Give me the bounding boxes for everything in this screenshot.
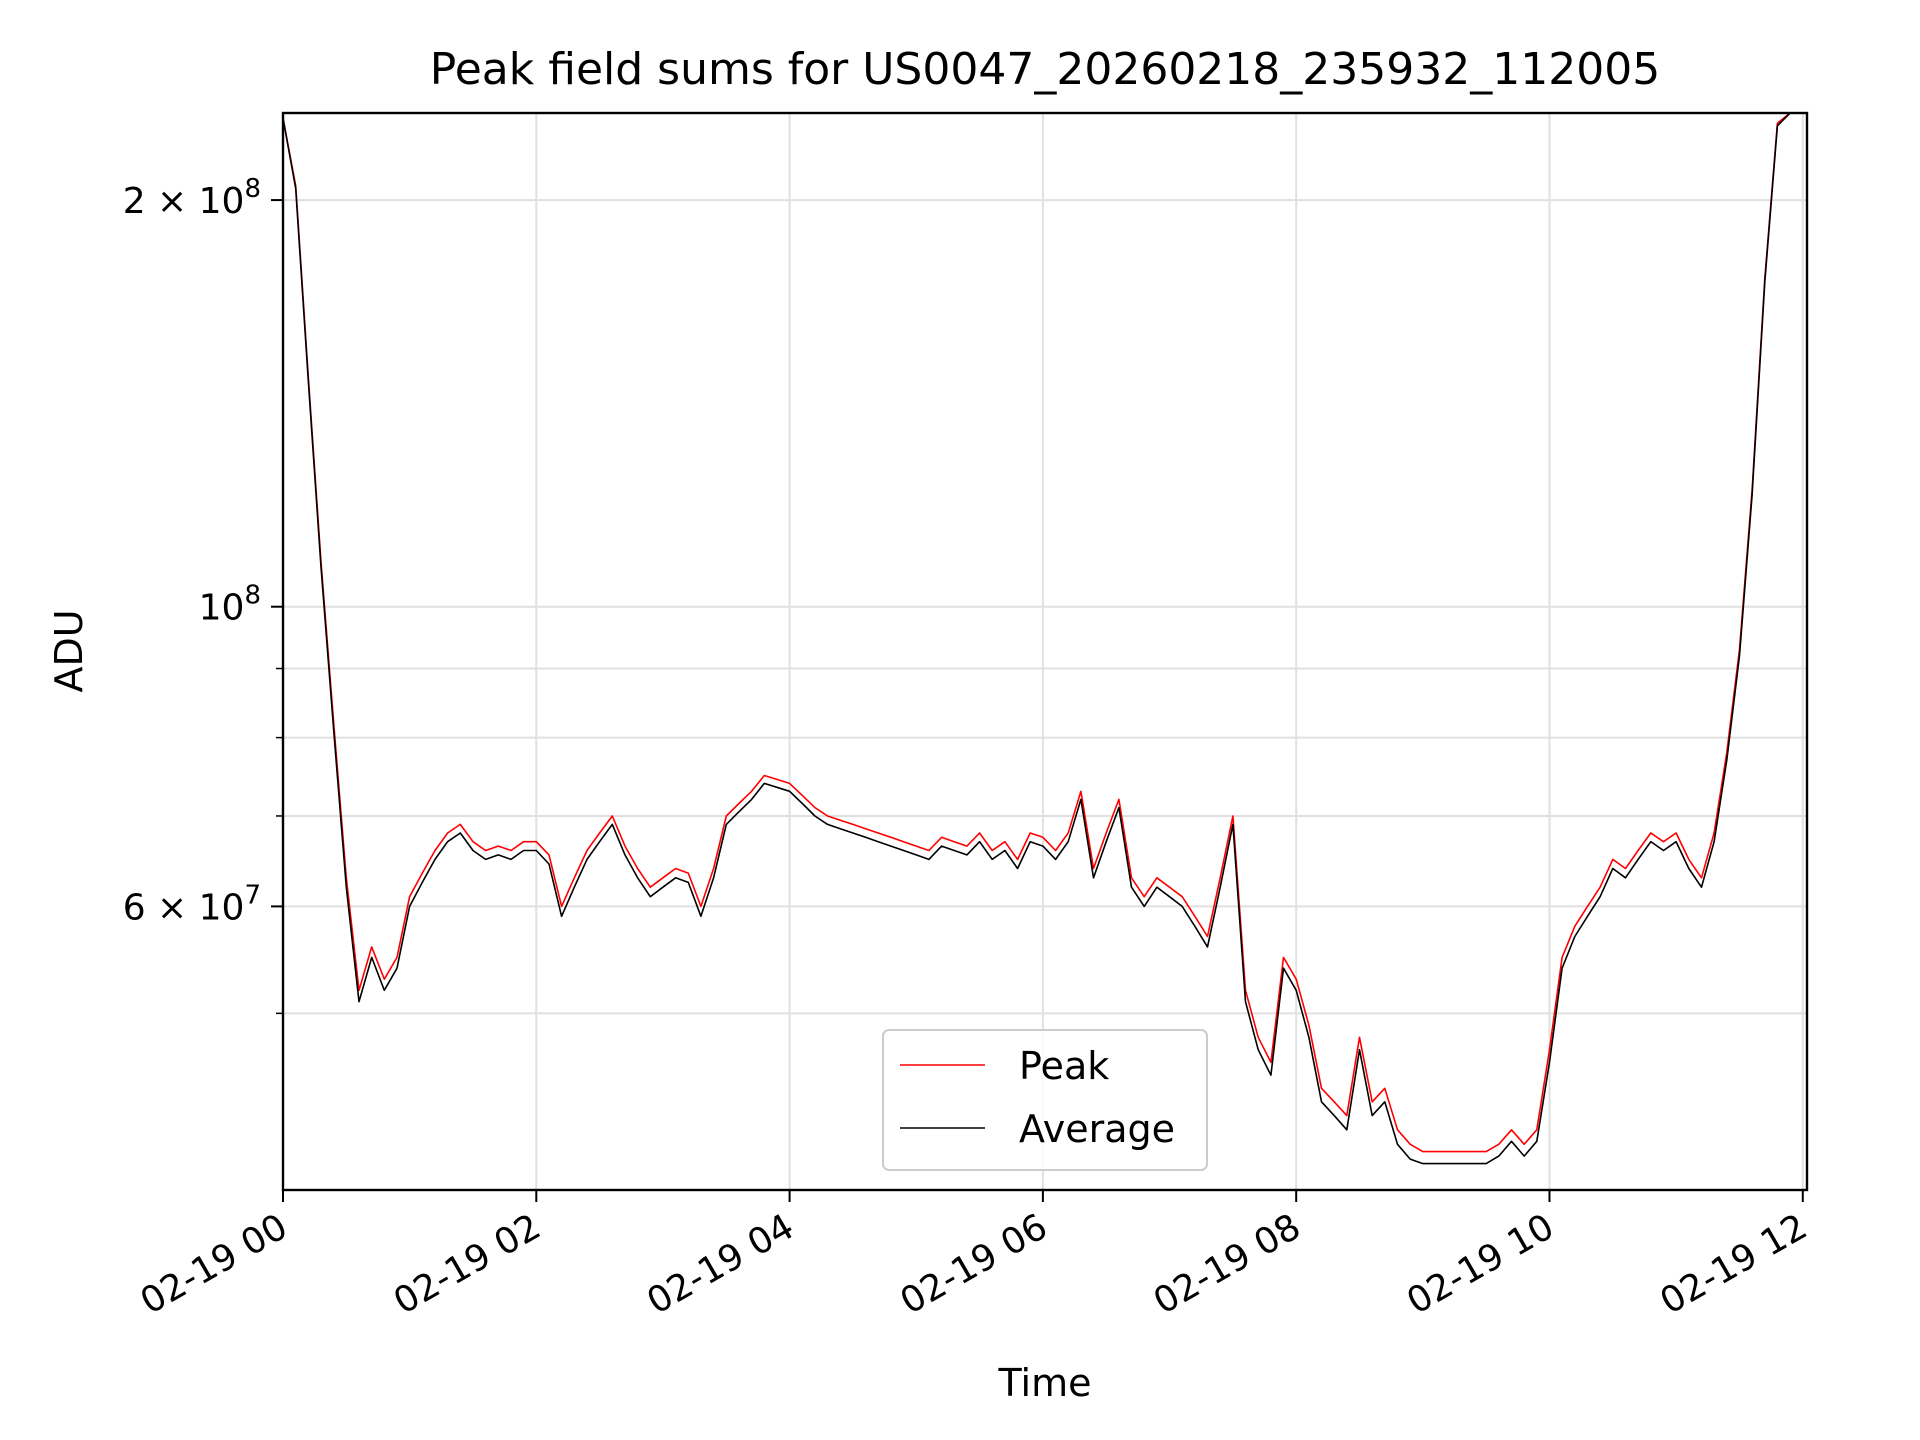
y-tick-label: 2 × 108 [123,174,261,222]
series-lines [282,112,1803,1165]
y-tick-label: 6 × 107 [123,880,261,928]
series-line-peak [282,112,1803,1153]
legend-label-peak: Peak [1019,1044,1109,1088]
y-tick-label: 108 [199,581,261,629]
y-axis: 2 × 108 108 6 × 107 [123,174,283,1015]
y-axis-label: ADU [47,609,91,692]
grid [282,113,1807,1190]
axes-frame [281,111,1809,1192]
series-line-average [282,112,1803,1165]
legend-label-average: Average [1019,1107,1175,1151]
chart-title: Peak field sums for US0047_20260218_2359… [430,44,1660,95]
legend: Peak Average [882,1029,1208,1171]
x-axis-label: Time [998,1361,1092,1405]
